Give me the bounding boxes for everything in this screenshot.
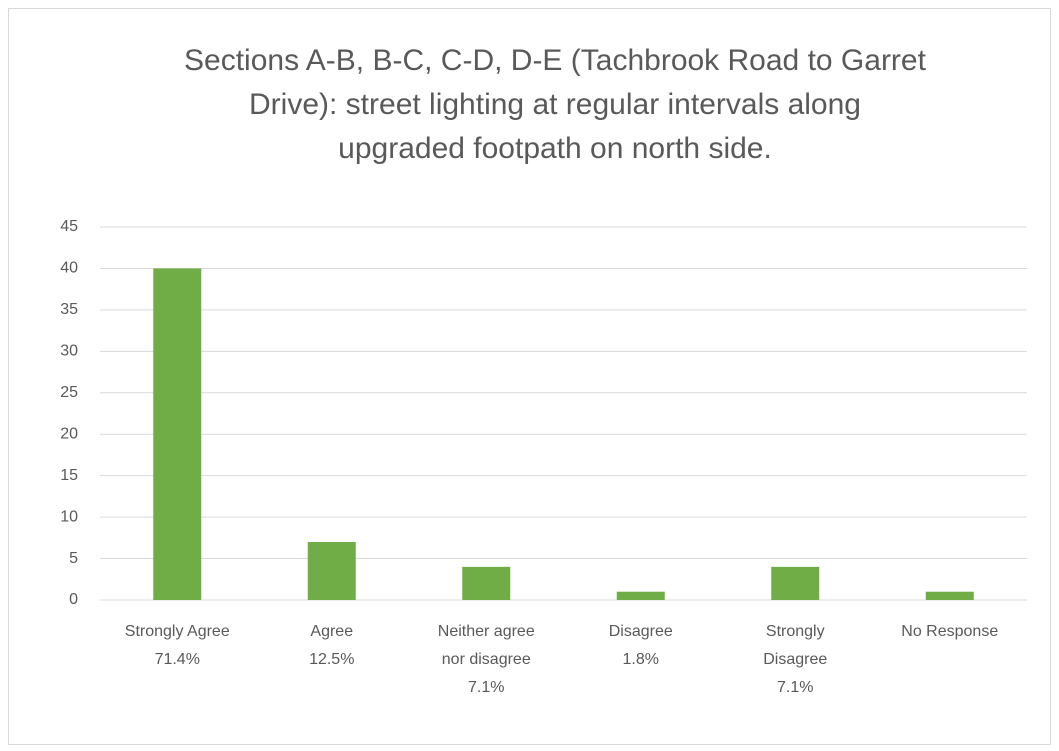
x-tick-label: nor disagree <box>442 651 531 668</box>
y-tick-label: 15 <box>60 467 78 484</box>
y-tick-label: 40 <box>60 260 78 277</box>
bar <box>462 566 511 600</box>
bar <box>771 566 820 600</box>
x-tick-label: 12.5% <box>309 651 354 668</box>
x-tick-label: Neither agree <box>438 623 535 640</box>
x-tick-label: 7.1% <box>777 679 813 696</box>
chart-title: Drive): street lighting at regular inter… <box>249 88 861 121</box>
x-tick-label: Agree <box>310 623 353 640</box>
bar <box>925 591 974 600</box>
x-tick-label: No Response <box>901 623 998 640</box>
x-tick-label: Strongly Agree <box>125 623 230 640</box>
y-tick-label: 5 <box>69 550 78 567</box>
chart-title: upgraded footpath on north side. <box>338 132 772 165</box>
bar <box>153 268 202 600</box>
x-tick-label: Disagree <box>763 651 827 668</box>
y-tick-label: 25 <box>60 384 78 401</box>
chart-title: Sections A-B, B-C, C-D, D-E (Tachbrook R… <box>184 44 927 77</box>
x-tick-label: Disagree <box>609 623 673 640</box>
y-tick-label: 30 <box>60 343 78 360</box>
y-tick-label: 45 <box>60 218 78 235</box>
y-tick-label: 20 <box>60 425 78 442</box>
bar <box>616 591 665 600</box>
x-tick-label: 1.8% <box>623 651 659 668</box>
x-tick-label: 71.4% <box>155 651 200 668</box>
x-tick-label: Strongly <box>766 623 825 640</box>
y-tick-label: 10 <box>60 508 78 525</box>
bar <box>307 541 356 600</box>
y-tick-label: 0 <box>69 591 78 608</box>
y-tick-label: 35 <box>60 301 78 318</box>
x-tick-label: 7.1% <box>468 679 504 696</box>
